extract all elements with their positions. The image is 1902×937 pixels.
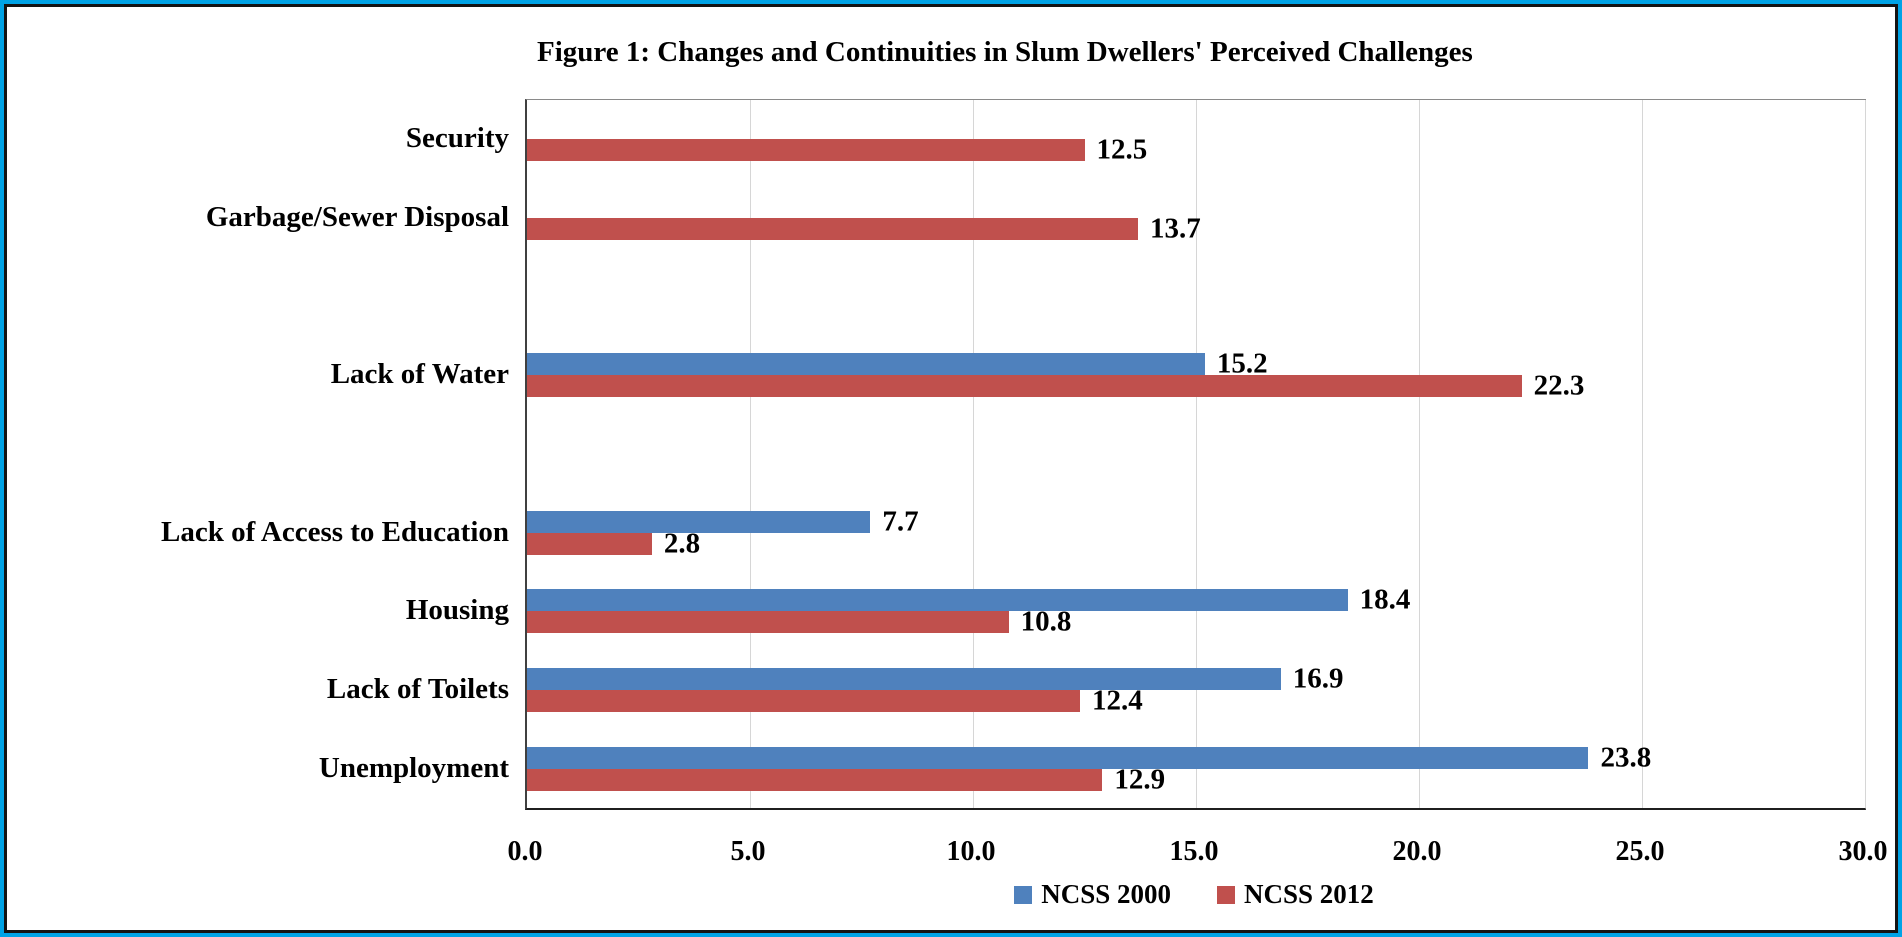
data-label: 12.4 xyxy=(1092,684,1143,717)
bar-ncss-2012 xyxy=(527,218,1139,240)
x-tick-label: 0.0 xyxy=(507,836,543,867)
legend-label: NCSS 2000 xyxy=(1041,879,1171,909)
category-label: Security xyxy=(405,122,509,155)
category-label: Lack of Water xyxy=(330,358,509,391)
data-label: 16.9 xyxy=(1292,662,1344,695)
category-label: Garbage/Sewer Disposal xyxy=(205,201,509,233)
bar-ncss-2012 xyxy=(527,139,1085,162)
bar-ncss-2012 xyxy=(527,611,1009,634)
category-label: Housing xyxy=(405,594,509,627)
gridline xyxy=(750,100,751,808)
bar-ncss-2012 xyxy=(527,532,652,555)
legend: NCSS 2000 NCSS 2012 xyxy=(525,881,1863,908)
data-label: 22.3 xyxy=(1533,369,1585,402)
legend-swatch xyxy=(1014,885,1033,904)
data-label: 2.8 xyxy=(663,527,701,560)
data-label: 7.7 xyxy=(882,505,919,538)
bar-ncss-2012 xyxy=(527,690,1081,712)
data-label: 12.5 xyxy=(1096,133,1148,166)
bar-ncss-2000 xyxy=(527,510,871,533)
category-label: Lack of Access to Education xyxy=(161,515,509,548)
x-tick-label: 10.0 xyxy=(946,836,996,867)
x-tick-label: 20.0 xyxy=(1392,836,1442,867)
bar-ncss-2012 xyxy=(527,768,1103,791)
gridline xyxy=(1865,100,1866,808)
bar-ncss-2000 xyxy=(527,589,1348,612)
gridline xyxy=(973,100,974,808)
data-label: 23.8 xyxy=(1600,741,1652,774)
category-label: Unemployment xyxy=(318,751,509,784)
gridline xyxy=(1642,100,1643,808)
chart-canvas: Figure 1: Changes and Continuities in Sl… xyxy=(4,4,1898,933)
data-label: 13.7 xyxy=(1150,212,1201,245)
legend-item: NCSS 2000 xyxy=(1014,881,1171,908)
bar-ncss-2012 xyxy=(527,375,1522,398)
data-label: 12.9 xyxy=(1114,763,1166,796)
plot-area: 12.5 13.7 15.2 22.3 7.7 2.8 18.4 10.8 16.9 12.4 23… xyxy=(525,99,1866,810)
gridline xyxy=(1196,100,1197,808)
data-label: 15.2 xyxy=(1216,347,1268,380)
x-tick-label: 5.0 xyxy=(730,836,766,867)
legend-label: NCSS 2012 xyxy=(1244,879,1374,909)
x-tick-label: 15.0 xyxy=(1169,836,1219,867)
legend-swatch xyxy=(1217,885,1235,904)
x-tick-label: 30.0 xyxy=(1838,836,1888,867)
data-label: 18.4 xyxy=(1359,583,1411,616)
category-label: Lack of Toilets xyxy=(326,673,509,705)
bar-ncss-2000 xyxy=(527,353,1205,376)
bar-ncss-2000 xyxy=(527,746,1589,769)
x-tick-label: 25.0 xyxy=(1615,836,1665,867)
bar-ncss-2000 xyxy=(527,668,1281,690)
data-label: 10.8 xyxy=(1020,605,1072,638)
gridline xyxy=(1419,100,1420,808)
chart-title: Figure 1: Changes and Continuities in Sl… xyxy=(537,36,1473,68)
legend-item: NCSS 2012 xyxy=(1217,881,1374,908)
